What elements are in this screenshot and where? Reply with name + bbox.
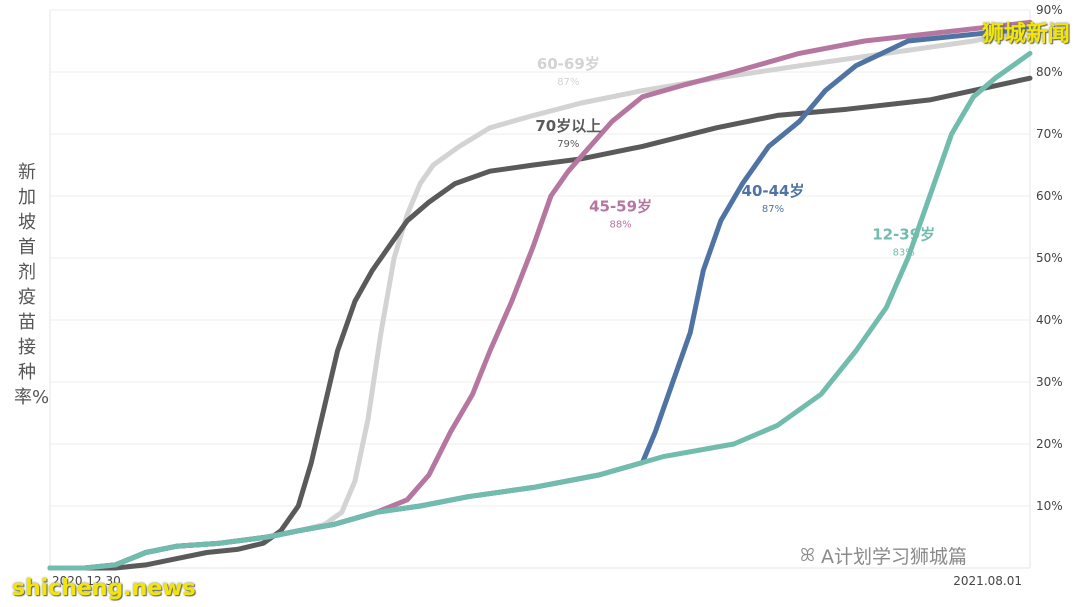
- grid-lines: [50, 9, 1030, 507]
- wechat-icon: ꕤ: [800, 545, 815, 566]
- y-tick-label: 90%: [1036, 3, 1063, 17]
- series-value-label: 87%: [762, 204, 784, 215]
- y-tick-label: 70%: [1036, 127, 1063, 141]
- watermark-bottom: shicheng.news: [12, 576, 196, 601]
- x-tick-label: 2020.12.30: [52, 574, 121, 588]
- y-tick-label: 20%: [1036, 437, 1063, 451]
- series-line: [47, 50, 1033, 571]
- series-annotations: 60-69岁 87% 70岁以上 79% 45-59岁 88% 40-44岁 87% 12-39…: [535, 55, 935, 258]
- x-tick-label: 2021.08.01: [953, 574, 1022, 588]
- watermark-top: 狮城新闻: [981, 22, 1070, 47]
- series-label: 40-44岁: [742, 182, 805, 200]
- y-axis-label: 新加坡首剂疫苗接种率%: [14, 162, 50, 408]
- y-tick-label: 40%: [1036, 313, 1063, 327]
- credit: ꕤ A计划学习狮城篇: [800, 542, 967, 569]
- series-label: 70岁以上: [535, 117, 601, 135]
- series-value-label: 79%: [557, 139, 579, 150]
- series-value-label: 83%: [893, 247, 915, 258]
- x-tick-labels: 2020.12.30 2021.08.01: [52, 574, 1022, 588]
- y-tick-labels: 10% 20% 30% 40% 50% 60% 70% 80% 90%: [1036, 3, 1063, 513]
- series-line: [47, 75, 1033, 571]
- series-label: 60-69岁: [537, 55, 600, 73]
- y-tick-label: 30%: [1036, 375, 1063, 389]
- credit-text: A计划学习狮城篇: [820, 546, 967, 568]
- series-label: 45-59岁: [589, 198, 652, 216]
- y-tick-label: 50%: [1036, 251, 1063, 265]
- series-value-label: 87%: [557, 77, 579, 88]
- y-tick-label: 60%: [1036, 189, 1063, 203]
- series-lines: [47, 19, 1033, 571]
- y-tick-label: 10%: [1036, 499, 1063, 513]
- y-tick-label: 80%: [1036, 65, 1063, 79]
- series-value-label: 88%: [609, 220, 631, 231]
- series-label: 12-39岁: [872, 225, 935, 243]
